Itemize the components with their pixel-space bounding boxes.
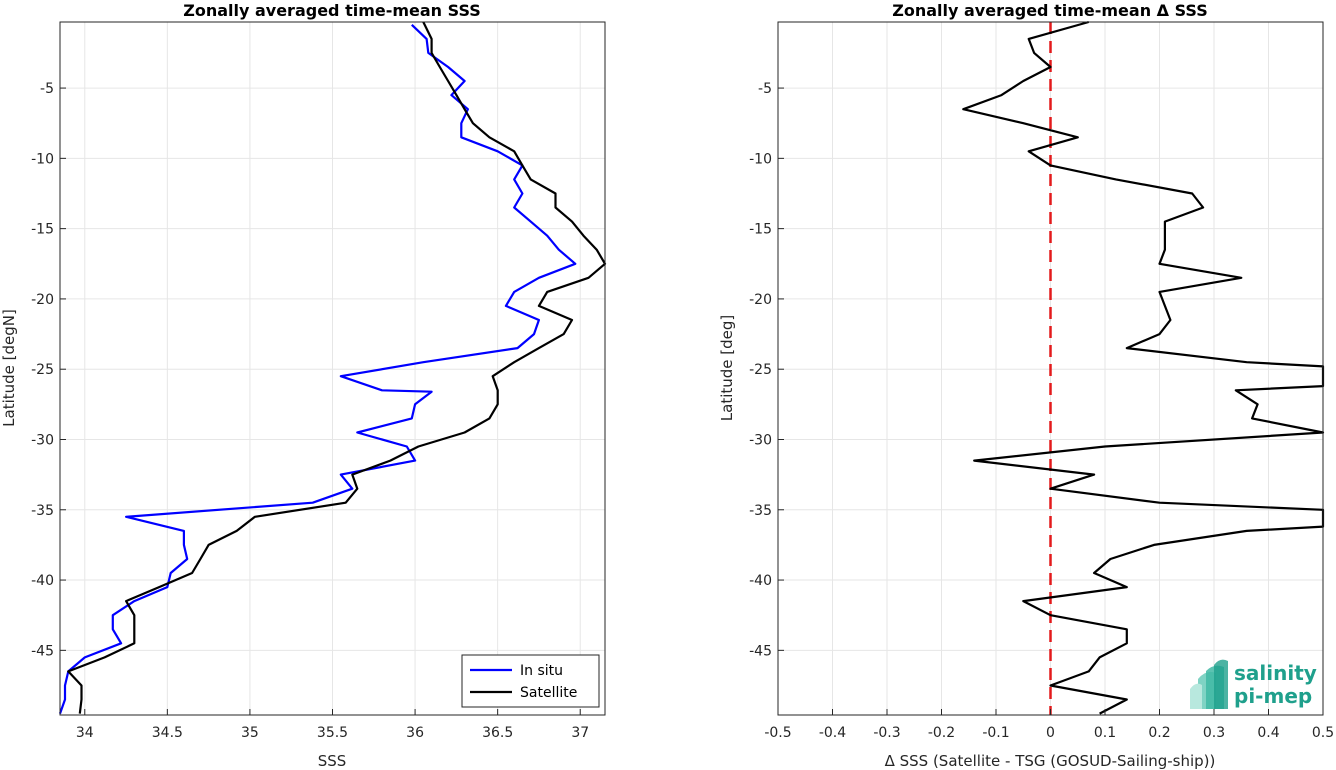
left-ytick-label: -35: [31, 503, 54, 519]
left-ytick-label: -10: [31, 151, 54, 167]
right-xticks: -0.5 -0.4 -0.3 -0.2 -0.1 0 0.1 0.2 0.3 0.4 0.5: [764, 709, 1334, 741]
right-ytick-label: -35: [749, 503, 772, 519]
wave-logo-icon: [1190, 659, 1228, 709]
right-ytick-label: -30: [749, 432, 772, 448]
left-ytick-label: -40: [31, 573, 54, 589]
right-chart-title: Zonally averaged time-mean Δ SSS: [892, 1, 1208, 20]
left-xtick-label: 36.5: [482, 725, 513, 741]
left-ytick-label: -15: [31, 222, 54, 238]
right-xtick-label: 0.5: [1312, 725, 1334, 741]
right-ytick-label: -25: [749, 362, 772, 378]
left-xtick-label: 34: [76, 725, 94, 741]
legend: In situ Satellite: [461, 654, 600, 708]
left-xticks: 34 34.5 35 35.5 36 36.5 37: [76, 709, 589, 741]
left-series-line-in-situ: [58, 24, 577, 714]
left-ytick-label: -20: [31, 292, 54, 308]
logo-line1: salinity: [1234, 661, 1317, 685]
right-xtick-label: -0.2: [928, 725, 955, 741]
right-xtick-label: -0.1: [982, 725, 1009, 741]
right-xtick-label: -0.4: [819, 725, 846, 741]
left-xtick-label: 35: [241, 725, 259, 741]
right-y-axis-label: Latitude [deg]: [718, 315, 736, 421]
left-x-axis-label: SSS: [318, 752, 347, 770]
left-ytick-label: -5: [40, 81, 54, 97]
legend-satellite-label: Satellite: [520, 685, 577, 701]
right-ytick-label: -5: [758, 81, 772, 97]
right-xtick-label: -0.3: [873, 725, 900, 741]
left-ytick-label: -30: [31, 432, 54, 448]
left-xtick-label: 35.5: [317, 725, 348, 741]
legend-insitu-label: In situ: [520, 663, 563, 679]
salinity-pimep-logo: salinity pi-mep: [1190, 659, 1317, 709]
right-ytick-label: -20: [749, 292, 772, 308]
right-yticks: -5 -10 -15 -20 -25 -30 -35 -40 -45: [749, 81, 784, 659]
right-ytick-label: -10: [749, 151, 772, 167]
left-series: [58, 21, 607, 714]
right-panel: Zonally averaged time-mean Δ SSS -0.5 -0.…: [718, 1, 1334, 770]
right-ytick-label: -45: [749, 643, 772, 659]
left-yticks: -5 -10 -15 -20 -25 -30 -35 -40 -45: [31, 81, 66, 659]
logo-line2: pi-mep: [1234, 684, 1312, 708]
right-xtick-label: 0.2: [1148, 725, 1170, 741]
left-ytick-label: -45: [31, 643, 54, 659]
left-panel: Zonally averaged time-mean SSS 34 34.5 35 3…: [0, 1, 607, 770]
left-y-axis-label: Latitude [degN]: [0, 309, 18, 427]
legend-box: [461, 654, 600, 708]
left-xtick-label: 34.5: [152, 725, 183, 741]
right-ytick-label: -15: [749, 222, 772, 238]
right-xtick-label: 0.3: [1203, 725, 1225, 741]
right-x-axis-label: Δ SSS (Satellite - TSG (GOSUD-Sailing-sh…: [885, 752, 1216, 770]
right-xtick-label: 0.4: [1257, 725, 1279, 741]
right-xtick-label: -0.5: [764, 725, 791, 741]
left-grid: [60, 22, 605, 715]
left-xtick-label: 37: [571, 725, 589, 741]
right-xtick-label: 0: [1046, 725, 1055, 741]
left-ytick-label: -25: [31, 362, 54, 378]
right-xtick-label: 0.1: [1094, 725, 1116, 741]
left-xtick-label: 36: [406, 725, 424, 741]
left-chart-title: Zonally averaged time-mean SSS: [183, 1, 481, 20]
right-ytick-label: -40: [749, 573, 772, 589]
left-series-line-satellite: [67, 21, 607, 714]
